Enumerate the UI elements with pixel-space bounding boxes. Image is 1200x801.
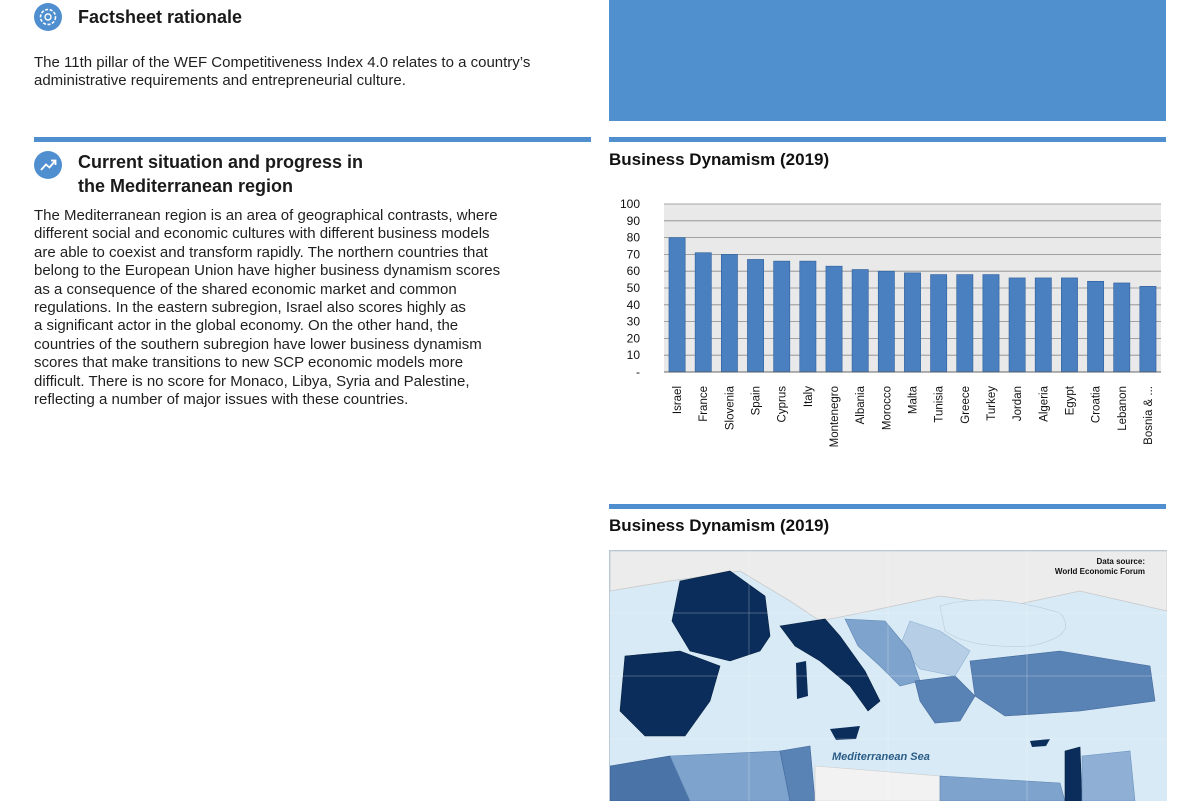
x-tick-label: France xyxy=(698,386,710,422)
x-tick-label: Turkey xyxy=(986,386,998,421)
map-iberia xyxy=(619,650,721,737)
y-tick-label: 40 xyxy=(627,298,641,312)
bar xyxy=(720,254,738,373)
paragraph-line: scores that make transitions to new SCP … xyxy=(34,354,464,372)
x-tick-label: Spain xyxy=(751,386,763,415)
x-tick-label: Italy xyxy=(803,386,815,407)
map-sicily xyxy=(830,726,860,740)
map-france xyxy=(671,570,771,662)
bar xyxy=(1139,286,1157,373)
y-tick-label: 20 xyxy=(627,331,641,345)
map-source-line2: World Economic Forum xyxy=(1054,567,1145,576)
bar xyxy=(1087,280,1105,373)
paragraph-line: as a consequence of the shared economic … xyxy=(34,280,457,298)
paragraph-line: reflecting a number of major issues with… xyxy=(34,391,409,409)
y-tick-label: 50 xyxy=(627,281,641,295)
y-tick-label: 30 xyxy=(627,315,641,329)
y-tick-label: 70 xyxy=(627,247,641,261)
paragraph-line: different social and economic cultures w… xyxy=(34,225,490,243)
bar xyxy=(773,260,791,373)
bar xyxy=(1061,277,1078,373)
map-sea-label: Mediterranean Sea xyxy=(832,751,930,763)
gear-icon xyxy=(34,3,62,31)
chart-section-rule xyxy=(609,137,1166,142)
map-greece xyxy=(914,675,976,724)
x-tick-label: Albania xyxy=(855,385,867,424)
x-tick-label: Bosnia & ... xyxy=(1143,386,1155,445)
bar xyxy=(851,269,869,373)
bar xyxy=(877,270,895,373)
x-tick-label: Slovenia xyxy=(724,385,736,430)
x-tick-label: Malta xyxy=(908,385,920,414)
paragraph-line: a significant actor in the global econom… xyxy=(34,317,459,335)
paragraph-line: are able to coexist and transform rapidl… xyxy=(34,243,488,261)
situation-paragraph: The Mediterranean region is an area of g… xyxy=(34,207,594,409)
paragraph-line: countries of the southern subregion have… xyxy=(34,335,482,353)
left-section-rule xyxy=(34,137,591,142)
situation-title: Current situation and progress in the Me… xyxy=(78,150,363,198)
x-tick-label: Croatia xyxy=(1091,385,1103,423)
bar xyxy=(930,274,948,373)
trend-up-icon xyxy=(34,151,62,179)
x-tick-label: Israel xyxy=(672,386,684,414)
map-shapes xyxy=(610,551,1167,801)
map-turkey xyxy=(969,650,1156,717)
paragraph-line: belong to the European Union have higher… xyxy=(34,262,501,280)
bar xyxy=(904,272,921,373)
x-tick-label: Jordan xyxy=(1012,386,1024,421)
x-tick-label: Egypt xyxy=(1064,385,1076,415)
map-libya xyxy=(814,765,941,801)
x-tick-label: Tunisia xyxy=(934,385,946,422)
chart-title: Business Dynamism (2019) xyxy=(609,150,830,169)
map-title: Business Dynamism (2019) xyxy=(609,516,830,535)
bar xyxy=(1034,277,1052,373)
map-jordan xyxy=(1081,750,1136,801)
map-source-line1: Data source: xyxy=(1096,557,1145,566)
map-italy xyxy=(779,618,881,712)
map-cyprus xyxy=(1030,739,1050,747)
bar xyxy=(1008,277,1026,373)
map-tunisia xyxy=(779,745,816,801)
y-tick-label: 10 xyxy=(627,348,641,362)
paragraph-line: regulations. In the eastern subregion, I… xyxy=(34,299,466,317)
map-morocco xyxy=(610,755,691,801)
y-tick-label: - xyxy=(636,365,640,379)
mediterranean-map: Data source: World Economic Forum Medite… xyxy=(609,550,1167,801)
y-tick-label: 90 xyxy=(627,214,641,228)
situation-title-line2: the Mediterranean region xyxy=(78,176,294,196)
bar xyxy=(825,265,843,373)
map-levant xyxy=(1064,746,1083,801)
map-balkans xyxy=(844,618,921,687)
x-tick-label: Montenegro xyxy=(829,386,841,447)
map-grid xyxy=(610,551,1167,801)
map-black-sea xyxy=(939,599,1066,647)
map-egypt xyxy=(939,775,1066,801)
bar xyxy=(747,259,764,373)
bar xyxy=(668,237,686,373)
header-image-block xyxy=(609,0,1166,121)
map-section-rule xyxy=(609,504,1166,509)
x-tick-label: Morocco xyxy=(881,386,893,430)
map-sardinia xyxy=(796,661,808,699)
bar-chart: - 10 20 30 40 50 60 70 80 90 100 Israel France Sloven… xyxy=(620,197,1161,447)
bar xyxy=(1113,282,1131,373)
rationale-title: Factsheet rationale xyxy=(78,7,243,27)
x-tick-label: Lebanon xyxy=(1117,386,1129,431)
y-tick-label: 80 xyxy=(627,231,641,245)
bar xyxy=(982,274,1000,373)
paragraph-line: difficult. There is no score for Monaco,… xyxy=(34,372,470,390)
x-tick-label: Cyprus xyxy=(777,386,789,423)
situation-title-line1: Current situation and progress in xyxy=(78,152,364,172)
bar xyxy=(956,274,974,373)
map-data-source: Data source: World Economic Forum xyxy=(1055,557,1145,577)
x-tick-label: Algeria xyxy=(1038,385,1050,421)
map-algeria xyxy=(669,750,791,801)
y-tick-label: 100 xyxy=(620,197,640,211)
rationale-text: The 11th pillar of the WEF Competitivene… xyxy=(34,54,531,90)
bar xyxy=(694,252,712,373)
bar xyxy=(799,260,817,373)
y-tick-label: 60 xyxy=(627,264,641,278)
x-tick-label: Greece xyxy=(960,386,972,424)
paragraph-line: The Mediterranean region is an area of g… xyxy=(34,207,498,224)
